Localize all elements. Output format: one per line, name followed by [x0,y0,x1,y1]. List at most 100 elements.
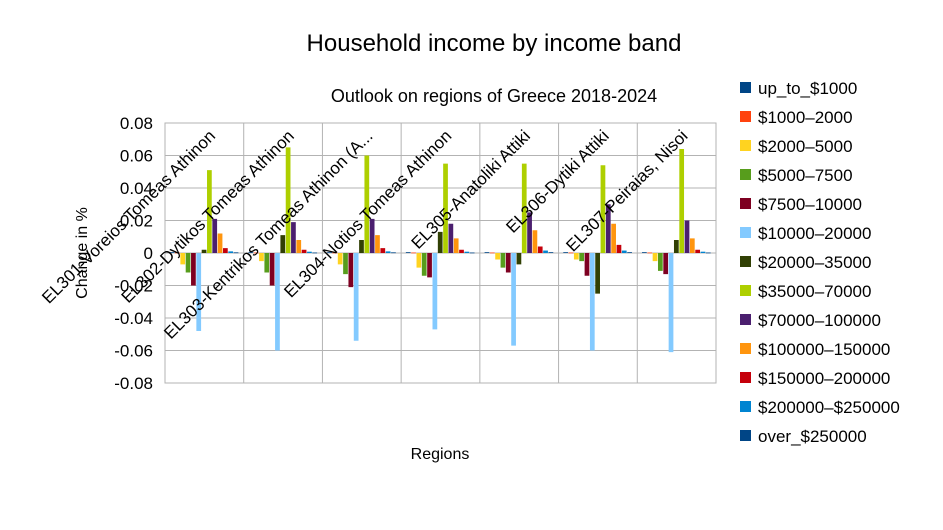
bar [253,252,259,254]
y-tick-label: -0.02 [114,277,153,296]
bars-group [169,147,711,353]
legend-label: $35000–70000 [758,282,871,301]
bar [416,253,422,268]
legend-swatch [740,430,751,441]
bar [180,253,186,265]
bar [689,238,695,253]
bar [647,252,653,254]
legend-label: $2000–5000 [758,137,853,156]
chart-title: Household income by income band [307,30,682,57]
grid-lines [165,122,716,384]
bar [627,252,632,253]
legend: up_to_$1000 $1000–2000 $2000–5000 $5000–750… [740,79,900,446]
legend-swatch [740,256,751,267]
bar [411,252,416,254]
bar [248,252,254,253]
bar [448,223,454,253]
bar [348,253,354,288]
bar [233,252,239,254]
bar [353,253,359,341]
bar [175,252,180,254]
bar [505,253,511,273]
y-tick-label: -0.06 [114,342,153,361]
bar [427,253,432,278]
y-tick-label: 0 [144,244,153,263]
bar [642,252,647,253]
legend-label: over_$250000 [758,427,867,446]
legend-label: $100000–150000 [758,340,890,359]
legend-label: $20000–35000 [758,253,871,272]
bar [537,246,543,253]
y-tick-label: -0.08 [114,374,153,393]
bar [616,244,622,254]
bar [337,253,343,265]
bar [563,252,569,253]
bar [673,240,679,253]
legend-label: $7500–10000 [758,195,862,214]
bar [201,249,207,253]
bar [459,249,464,253]
bar [605,204,611,253]
bar [259,253,264,262]
bar [663,253,669,275]
bar [611,223,616,253]
bar [291,222,296,254]
bar [421,253,427,276]
y-tick-label: 0.04 [120,179,153,198]
x-axis-title: Regions [411,446,470,463]
legend-swatch [740,285,751,296]
bar [275,253,280,351]
bar [700,251,706,253]
bar [589,253,595,351]
bar [327,252,332,253]
bar [307,251,312,253]
legend-swatch [740,372,751,383]
bar [285,147,291,253]
bar [269,253,275,286]
bar [437,231,443,253]
bar [584,253,590,276]
legend-swatch [740,140,751,151]
bar [484,252,490,253]
bar [668,253,674,353]
bar [196,253,202,331]
bar [191,253,196,286]
bar [212,218,218,254]
bar [684,220,690,253]
bar [532,230,538,253]
bar [573,253,579,260]
legend-swatch [740,82,751,93]
legend-label: $200000–$250000 [758,398,900,417]
bar [500,253,506,268]
bar [332,252,338,254]
legend-swatch [740,314,751,325]
bar [385,251,391,254]
bar [511,253,516,346]
bar [217,233,223,253]
bar [312,252,318,254]
legend-label: $1000–2000 [758,108,853,127]
bar [453,238,459,253]
y-axis-ticks: 0.08 0.06 0.04 0.02 0 -0.02 -0.04 -0.06 -0.08 [114,114,153,393]
bar [516,253,522,265]
y-tick-label: 0.06 [120,147,153,166]
bar [695,249,701,253]
bar [228,251,234,254]
legend-label: $70000–100000 [758,311,881,330]
bar [432,253,438,330]
legend-label: $150000–200000 [758,369,890,388]
bar [369,218,375,254]
y-axis-title: Change in % [74,207,91,299]
legend-swatch [740,198,751,209]
bar [469,252,475,254]
bar [364,155,370,253]
bar [405,252,411,253]
bar [359,240,364,253]
legend-label: $5000–7500 [758,166,853,185]
legend-swatch [740,343,751,354]
bar [595,253,600,294]
bar [568,252,574,254]
legend-label: $10000–20000 [758,224,871,243]
chart-subtitle: Outlook on regions of Greece 2018-2024 [331,86,657,106]
